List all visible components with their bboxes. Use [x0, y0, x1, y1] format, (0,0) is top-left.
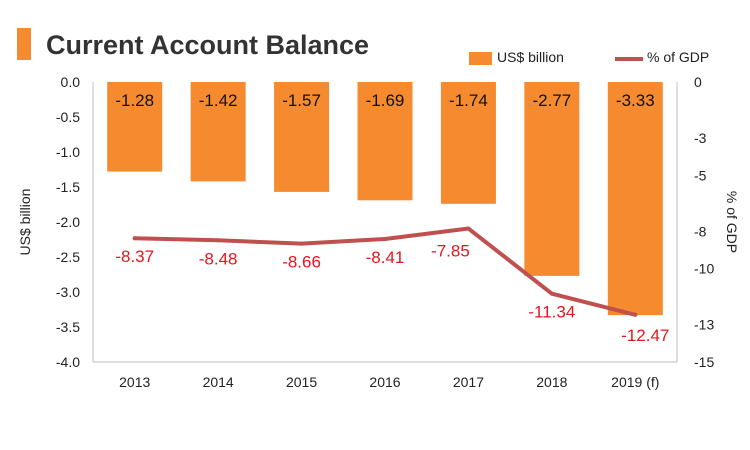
x-tick-label: 2019 (f) [611, 374, 659, 390]
y2-tick-label: -3 [694, 130, 707, 146]
gdp-line-point [383, 236, 387, 241]
y-tick-label: -1.0 [56, 144, 80, 160]
gdp-data-label: -8.37 [115, 247, 154, 266]
bar-data-label: -1.69 [366, 91, 405, 110]
x-tick-label: 2014 [203, 374, 234, 390]
gdp-line-point [633, 312, 638, 317]
bar [524, 82, 580, 276]
gdp-line-point [299, 241, 304, 246]
bar [274, 82, 330, 192]
bar [107, 82, 163, 172]
y-tick-label: -3.0 [56, 284, 80, 300]
y-tick-label: -0.5 [56, 109, 80, 125]
gdp-line-point [132, 236, 137, 241]
y2-tick-label: -13 [694, 317, 714, 333]
gdp-data-label: -8.41 [366, 248, 405, 267]
bar [190, 82, 246, 182]
bar-data-label: -1.28 [115, 91, 154, 110]
legend-label-bars: US$ billion [497, 49, 564, 65]
x-tick-label: 2017 [453, 374, 484, 390]
y2-tick-label: -5 [694, 167, 707, 183]
x-tick-label: 2018 [536, 374, 567, 390]
gdp-line-point [549, 291, 554, 296]
legend-swatch-bars [469, 52, 492, 65]
gdp-line-point [216, 238, 221, 243]
title-accent-bar [17, 28, 31, 60]
bar-data-label: -2.77 [532, 91, 571, 110]
y2-tick-label: -8 [694, 223, 707, 239]
y-tick-label: -3.5 [56, 319, 80, 335]
y-tick-label: 0.0 [61, 74, 81, 90]
chart-title: Current Account Balance [46, 30, 370, 60]
y-tick-label: -1.5 [56, 179, 80, 195]
bar [357, 82, 413, 201]
x-tick-label: 2016 [369, 374, 400, 390]
legend-swatch-line [615, 57, 643, 61]
y2-tick-label: -15 [694, 354, 714, 370]
gdp-data-label: -8.48 [199, 249, 238, 268]
legend-label-line: % of GDP [647, 49, 710, 65]
bar-data-label: -1.74 [449, 91, 488, 110]
x-tick-label: 2013 [119, 374, 150, 390]
gdp-data-label: -12.47 [621, 326, 669, 345]
y-tick-label: -2.5 [56, 249, 80, 265]
bar [440, 82, 496, 204]
bar [607, 82, 663, 316]
y-tick-label: -4.0 [56, 354, 80, 370]
bar-data-label: -1.57 [282, 91, 321, 110]
gdp-data-label: -7.85 [431, 242, 470, 261]
y2-axis-title: % of GDP [724, 191, 740, 253]
gdp-line-point [466, 226, 471, 231]
bar-data-label: -3.33 [616, 91, 655, 110]
y-axis-title: US$ billion [17, 189, 33, 256]
y2-tick-label: -10 [694, 261, 714, 277]
bar-data-label: -1.42 [199, 91, 238, 110]
y2-tick-label: 0 [694, 74, 702, 90]
x-tick-label: 2015 [286, 374, 317, 390]
y-tick-label: -2.0 [56, 214, 80, 230]
gdp-data-label: -11.34 [528, 303, 575, 322]
gdp-data-label: -8.66 [282, 253, 321, 272]
